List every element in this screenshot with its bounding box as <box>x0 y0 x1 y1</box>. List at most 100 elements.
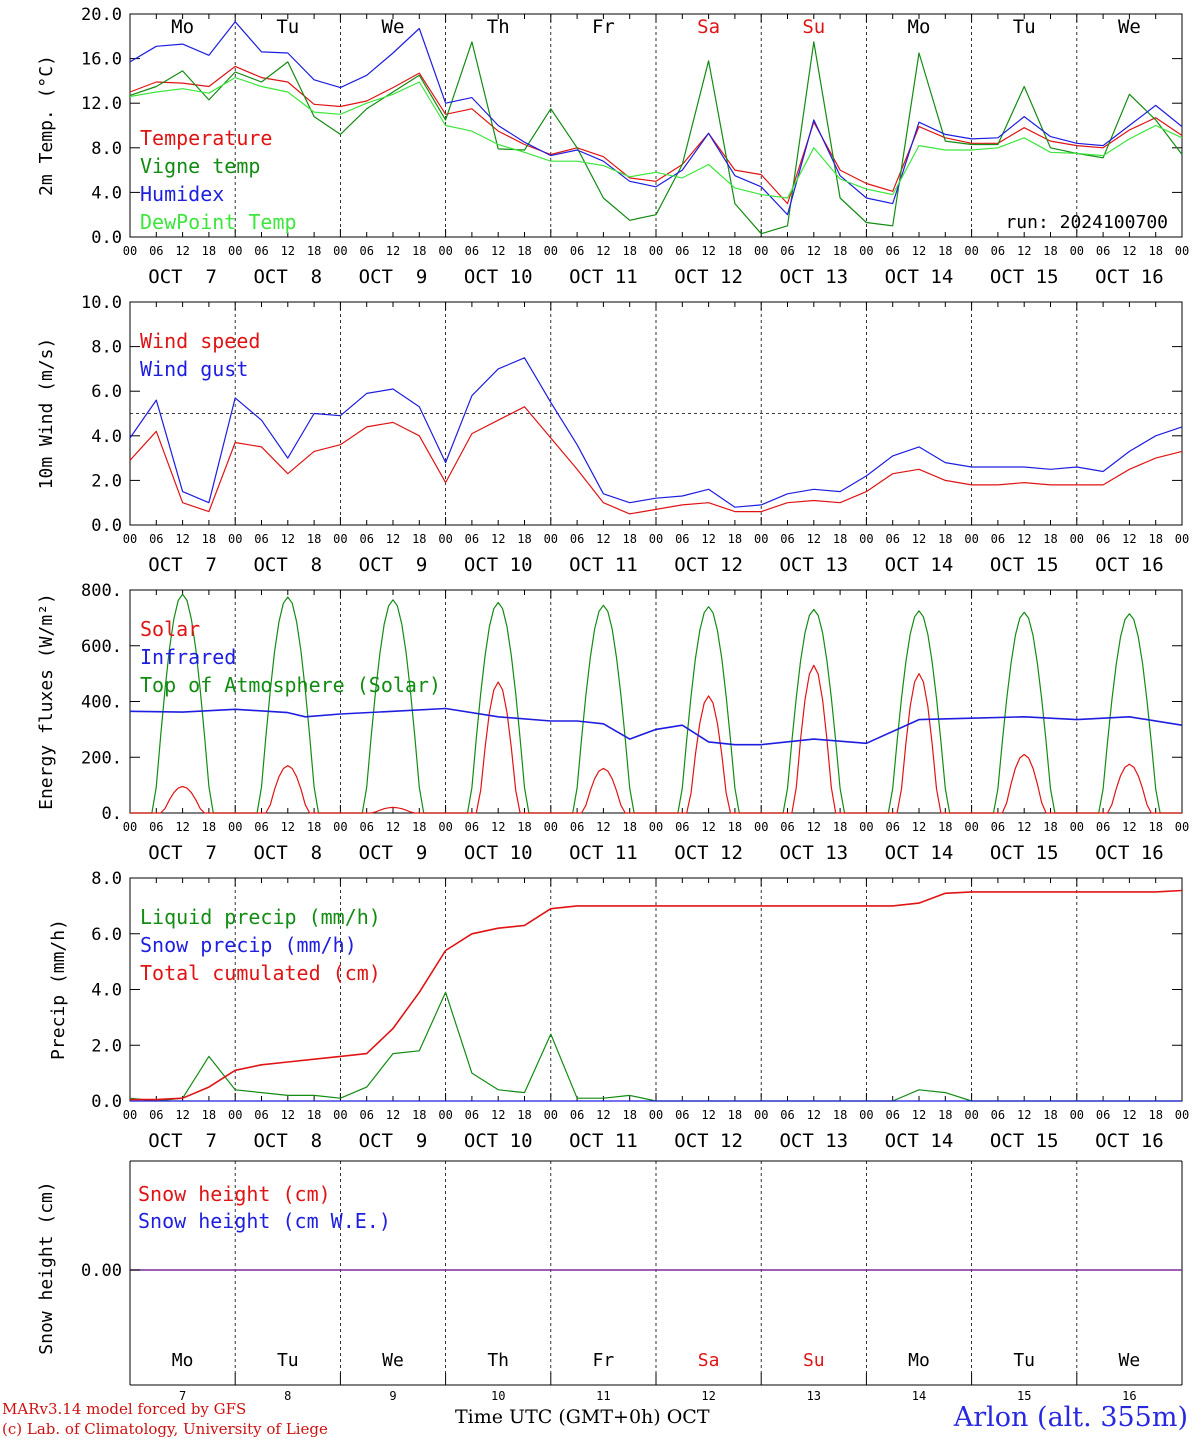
legend-entry: Top of Atmosphere (Solar) <box>140 673 441 697</box>
hour-tick-label: 06 <box>570 244 584 258</box>
hour-tick-label: 12 <box>701 1108 715 1122</box>
y-tick-label: 4.0 <box>91 427 122 447</box>
hour-tick-label: 12 <box>1017 820 1031 834</box>
panel-3: 00 06 12 18 00 06 12 18 00 06 12 18 00 06 12 18 00 06 12 18… <box>36 581 1189 864</box>
day-name-label: We <box>1119 1350 1141 1371</box>
date-label: OCT 15 <box>990 842 1059 864</box>
model-credit: MARv3.14 model forced by GFS <box>2 1400 247 1418</box>
date-label: OCT 9 <box>359 1130 428 1152</box>
hour-tick-label: 06 <box>254 820 268 834</box>
hour-tick-label: 12 <box>596 1108 610 1122</box>
hour-tick-label: 00 <box>649 820 663 834</box>
hour-tick-label: 18 <box>622 820 636 834</box>
y-tick-label: 6.0 <box>91 382 122 402</box>
date-label: OCT 13 <box>779 554 848 576</box>
lab-credit: (c) Lab. of Climatology, University of L… <box>2 1420 328 1438</box>
y-axis-label: 2m Temp. (°C) <box>36 55 57 196</box>
legend-entry: Snow height (cm W.E.) <box>138 1209 391 1233</box>
hour-tick-label: 18 <box>307 532 321 546</box>
day-name-label: Mo <box>908 1350 930 1371</box>
hour-tick-label: 18 <box>833 532 847 546</box>
date-label: OCT 14 <box>885 266 954 288</box>
day-name-label: Sa <box>697 16 720 38</box>
date-label: OCT 7 <box>148 1130 217 1152</box>
hour-tick-label: 12 <box>596 244 610 258</box>
date-label: OCT 8 <box>253 1130 322 1152</box>
hour-tick-label: 00 <box>859 820 873 834</box>
hour-tick-label: 06 <box>359 244 373 258</box>
day-name-label: Tu <box>1013 1350 1035 1371</box>
hour-tick-label: 06 <box>570 1108 584 1122</box>
hour-tick-label: 06 <box>885 1108 899 1122</box>
hour-tick-label: 00 <box>964 244 978 258</box>
hour-tick-label: 12 <box>596 820 610 834</box>
date-label: OCT 9 <box>359 554 428 576</box>
hour-tick-label: 00 <box>333 532 347 546</box>
hour-tick-label: 00 <box>754 820 768 834</box>
infrared-line <box>129 707 1183 746</box>
hour-tick-label: 18 <box>202 244 216 258</box>
y-axis-label: Precip (mm/h) <box>48 919 69 1060</box>
hour-tick-label: 00 <box>649 1108 663 1122</box>
hour-tick-label: 00 <box>544 820 558 834</box>
hour-tick-label: 00 <box>438 532 452 546</box>
date-label: OCT 7 <box>148 554 217 576</box>
date-label: OCT 7 <box>148 842 217 864</box>
date-label: OCT 11 <box>569 1130 638 1152</box>
date-label: OCT 8 <box>253 842 322 864</box>
hour-tick-label: 00 <box>1175 244 1189 258</box>
hour-tick-label: 06 <box>991 532 1005 546</box>
hour-tick-label: 06 <box>675 532 689 546</box>
hour-tick-label: 18 <box>728 820 742 834</box>
hour-tick-label: 06 <box>359 820 373 834</box>
hour-tick-label: 12 <box>491 244 505 258</box>
hour-tick-label: 06 <box>675 244 689 258</box>
date-label: OCT 10 <box>464 842 533 864</box>
day-name-label: Fr <box>593 1350 615 1371</box>
hour-tick-label: 06 <box>1096 820 1110 834</box>
date-label: OCT 15 <box>990 1130 1059 1152</box>
legend-entry: DewPoint Temp <box>140 210 297 234</box>
hour-tick-label: 00 <box>333 820 347 834</box>
y-tick-label: 0.00 <box>81 1261 122 1281</box>
hour-tick-label: 00 <box>123 244 137 258</box>
y-tick-label: 600. <box>81 637 122 657</box>
y-tick-label: 4.0 <box>91 183 122 203</box>
hour-tick-label: 18 <box>1148 244 1162 258</box>
hour-tick-label: 12 <box>175 820 189 834</box>
day-name-label: Th <box>487 16 510 38</box>
hour-tick-label: 00 <box>649 244 663 258</box>
date-label: OCT 14 <box>885 842 954 864</box>
day-number-label: 11 <box>596 1389 610 1403</box>
hour-tick-label: 06 <box>1096 532 1110 546</box>
day-number-label: 12 <box>701 1389 715 1403</box>
y-tick-label: 0.0 <box>91 228 122 248</box>
legend-entry: Temperature <box>140 126 272 150</box>
y-tick-label: 8.0 <box>91 139 122 159</box>
y-tick-label: 0.0 <box>91 516 122 536</box>
hour-tick-label: 18 <box>728 1108 742 1122</box>
day-name-label: We <box>1118 16 1141 38</box>
date-label: OCT 13 <box>779 266 848 288</box>
legend-entry: Snow precip (mm/h) <box>140 933 357 957</box>
series-line <box>129 41 1183 235</box>
hour-tick-label: 12 <box>175 244 189 258</box>
date-label: OCT 15 <box>990 266 1059 288</box>
run-annotation: run: 2024100700 <box>1005 212 1168 233</box>
hour-tick-label: 00 <box>333 244 347 258</box>
hour-tick-label: 00 <box>1175 820 1189 834</box>
series-line <box>129 357 1183 508</box>
y-tick-label: 200. <box>81 748 122 768</box>
hour-tick-label: 06 <box>570 820 584 834</box>
hour-tick-label: 00 <box>1175 1108 1189 1122</box>
hour-tick-label: 00 <box>544 244 558 258</box>
solar-line <box>130 664 1182 814</box>
hour-tick-label: 00 <box>1070 1108 1084 1122</box>
hour-tick-label: 00 <box>859 532 873 546</box>
day-number-label: 8 <box>284 1389 291 1403</box>
hour-tick-label: 12 <box>281 532 295 546</box>
hour-tick-label: 12 <box>386 244 400 258</box>
y-tick-label: 10.0 <box>81 293 122 313</box>
date-label: OCT 8 <box>253 266 322 288</box>
hour-tick-label: 18 <box>622 532 636 546</box>
